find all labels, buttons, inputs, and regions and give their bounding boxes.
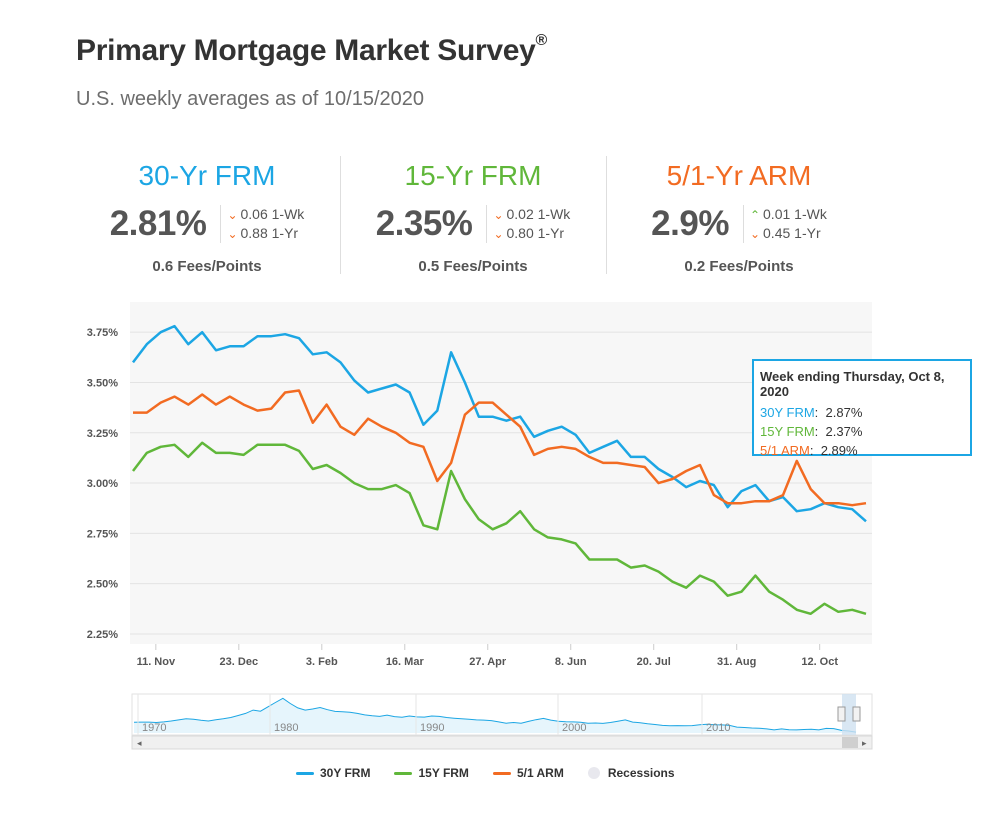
navigator-area xyxy=(134,698,856,733)
chart-legend: 30Y FRM 15Y FRM 5/1 ARM Recessions xyxy=(296,766,699,780)
navigator-left-handle[interactable] xyxy=(837,706,846,722)
chevron-up-icon: ⌃ xyxy=(749,208,761,222)
x-tick-label: 16. Mar xyxy=(386,656,425,668)
x-tick-label: 11. Nov xyxy=(137,656,176,668)
plot-background xyxy=(130,302,872,644)
navigator-selection[interactable] xyxy=(842,694,856,735)
page-subtitle: U.S. weekly averages as of 10/15/2020 xyxy=(76,88,424,110)
legend-item-51arm[interactable]: 5/1 ARM xyxy=(492,766,564,780)
x-tick-label: 3. Feb xyxy=(306,656,338,668)
card-divider xyxy=(340,156,341,274)
tooltip-value: 2.89% xyxy=(820,443,858,458)
tooltip-title: Week ending Thursday, Oct 8, 2020 xyxy=(760,369,945,399)
card-title: 30-Yr FRM xyxy=(138,160,276,191)
y-tick-label: 2.75% xyxy=(87,528,118,540)
tooltip-label: 30Y FRM xyxy=(760,405,815,420)
fees-points: 0.2 Fees/Points xyxy=(684,258,794,275)
legend-item-30y[interactable]: 30Y FRM xyxy=(296,766,370,780)
legend-label: 15Y FRM xyxy=(418,766,469,780)
y-tick-label: 3.50% xyxy=(87,377,118,389)
card-title: 5/1-Yr ARM xyxy=(666,160,812,191)
yearly-change: 0.80 1-Yr xyxy=(506,225,565,241)
rate-value: 2.9% xyxy=(651,204,729,243)
tooltip-row: 5/1 ARM: 2.89% xyxy=(760,443,858,458)
navigator-tick-label: 1980 xyxy=(274,722,298,734)
tooltip-label: 15Y FRM xyxy=(760,424,815,439)
chevron-down-icon: ⌄ xyxy=(227,208,238,222)
card-title: 15-Yr FRM xyxy=(404,160,542,191)
tooltip-value: 2.37% xyxy=(825,424,863,439)
card-15yr-frm: 15-Yr FRM 2.35% ⌄ 0.02 1-Wk ⌄ 0.80 1-Yr 0.… xyxy=(340,158,606,275)
legend-swatch xyxy=(296,771,314,775)
y-tick-label: 3.75% xyxy=(87,327,118,339)
weekly-change: 0.06 1-Wk xyxy=(240,206,305,222)
scroll-left-arrow[interactable]: ◂ xyxy=(137,738,142,748)
legend-swatch xyxy=(587,767,600,779)
series-line-0[interactable] xyxy=(132,324,867,523)
page-title-text: Primary Mortgage Market Survey xyxy=(76,34,536,67)
x-tick-label: 23. Dec xyxy=(220,656,259,668)
scroll-right-arrow[interactable]: ▸ xyxy=(862,738,867,748)
fees-points: 0.6 Fees/Points xyxy=(152,258,262,275)
x-tick-label: 27. Apr xyxy=(469,656,507,668)
x-tick-label: 20. Jul xyxy=(637,656,671,668)
scrollbar-track[interactable] xyxy=(131,735,873,750)
card-divider xyxy=(606,156,607,274)
legend-swatch xyxy=(394,771,413,775)
navigator-tick-label: 1970 xyxy=(142,722,166,734)
navigator-tick-label: 1990 xyxy=(420,722,444,734)
y-tick-label: 2.50% xyxy=(87,579,118,591)
legend-label: 30Y FRM xyxy=(320,766,371,780)
tooltip-value: 2.87% xyxy=(825,405,863,420)
navigator-right-handle[interactable] xyxy=(852,706,861,722)
legend-label: 5/1 ARM xyxy=(516,766,564,780)
legend-swatch xyxy=(492,771,511,775)
yearly-change: 0.45 1-Yr xyxy=(763,225,821,241)
fees-points: 0.5 Fees/Points xyxy=(418,258,528,275)
tooltip-row: 15Y FRM: 2.37% xyxy=(760,424,863,439)
chevron-down-icon: ⌄ xyxy=(493,208,504,222)
x-tick-label: 31. Aug xyxy=(717,656,756,668)
page-title: Primary Mortgage Market Survey® xyxy=(76,32,548,68)
chevron-down-icon: ⌄ xyxy=(493,227,504,241)
weekly-change: 0.01 1-Wk xyxy=(763,206,827,222)
navigator-tick-label: 2000 xyxy=(562,722,586,734)
tooltip-label: 5/1 ARM xyxy=(760,443,810,458)
navigator-line xyxy=(133,697,857,733)
x-tick-label: 12. Oct xyxy=(801,656,838,668)
series-line-2[interactable] xyxy=(133,389,867,507)
legend-item-recessions[interactable]: Recessions xyxy=(587,766,675,780)
yearly-change: 0.88 1-Yr xyxy=(240,225,299,241)
y-tick-label: 2.25% xyxy=(87,629,118,641)
x-axis-ticks: 11. Nov 23. Dec 3. Feb 16. Mar 27. Apr 8. Jun… xyxy=(137,644,838,668)
legend-item-15y[interactable]: 15Y FRM xyxy=(394,766,469,780)
card-51yr-arm: 5/1-Yr ARM 2.9% ⌃ 0.01 1-Wk ⌄ 0.45 1-Yr 0.… xyxy=(606,158,872,275)
weekly-change: 0.02 1-Wk xyxy=(506,206,571,222)
rate-value: 2.35% xyxy=(375,204,473,243)
x-tick-label: 8. Jun xyxy=(555,656,587,668)
legend-label: Recessions xyxy=(607,766,675,780)
y-axis-ticks: 3.75% 3.50% 3.25% 3.00% 2.75% 2.50% 2.25% xyxy=(87,327,118,641)
card-30yr-frm: 30-Yr FRM 2.81% ⌄ 0.06 1-Wk ⌄ 0.88 1-Yr 0.… xyxy=(74,158,340,275)
chart-tooltip: Week ending Thursday, Oct 8, 2020 30Y FR… xyxy=(752,359,972,458)
chevron-down-icon: ⌄ xyxy=(227,227,238,241)
tooltip-row: 30Y FRM: 2.87% xyxy=(760,405,863,420)
registered-mark: ® xyxy=(535,32,548,49)
series-lines xyxy=(132,324,867,616)
y-tick-label: 3.00% xyxy=(87,478,118,490)
y-tick-label: 3.25% xyxy=(87,428,118,440)
rate-value: 2.81% xyxy=(109,204,207,243)
navigator[interactable]: 1970 1980 1990 2000 2010 xyxy=(133,694,857,735)
scrollbar-thumb[interactable] xyxy=(842,737,858,748)
navigator-tick-label: 2010 xyxy=(706,722,730,734)
chevron-down-icon: ⌄ xyxy=(749,227,761,241)
series-line-1[interactable] xyxy=(132,441,867,616)
